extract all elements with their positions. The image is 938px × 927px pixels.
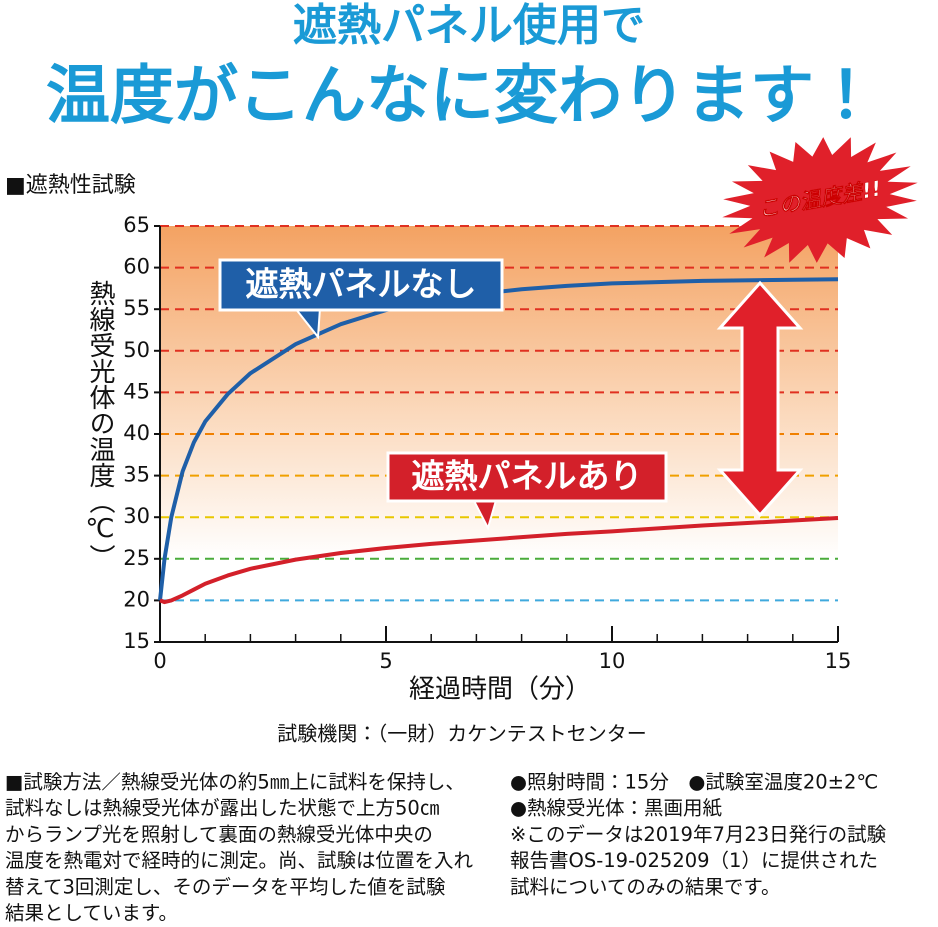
y-tick-label: 45 (123, 379, 150, 403)
x-tick-label: 10 (599, 649, 626, 673)
y-axis-title: 熱線受光体の温度（℃） (85, 280, 115, 570)
note-line: 報告書OS-19-025209（1）に提供された (510, 849, 878, 872)
callout-box (218, 258, 504, 312)
y-tick-label: 25 (123, 546, 150, 570)
title: 遮熱パネル使用で (293, 0, 645, 51)
grid: 15 20 25 30 35 40 45 50 55 60 65 0 5 10 15 (123, 213, 851, 673)
y-tick-label: 40 (123, 421, 150, 445)
y-tick-label: 20 (123, 587, 150, 611)
series-label: 遮熱パネルなし (246, 265, 477, 304)
y-tick-label: 55 (123, 296, 150, 320)
source: 試験機関：（一財）カケンテストセンター (277, 722, 646, 746)
note-line: 替えて3回測定し、そのデータを平均した値を試験 (5, 875, 446, 898)
x-axis-title: 経過時間（分） (409, 675, 591, 705)
burst-shape (722, 137, 918, 263)
x-tick-label: 5 (379, 649, 392, 673)
series-line (159, 516, 839, 605)
annotation-burst (722, 137, 918, 263)
note-line: 温度を熱電対で経時的に測定。尚、試験は位置を入れ (5, 849, 473, 872)
y-tick-label: 60 (123, 255, 150, 279)
note-line: ※このデータは2019年7月23日発行の試験 (510, 823, 887, 846)
y-tick-label: 35 (123, 463, 150, 487)
note-line: ●熱線受光体：黒画用紙 (510, 797, 723, 820)
y-tick-label: 15 (123, 629, 150, 653)
note-line: 試料なしは熱線受光体が露出した状態で上方50㎝ (5, 797, 439, 820)
x-tick-label: 0 (153, 649, 166, 673)
note-line: 試料についてのみの結果です。 (510, 875, 780, 898)
series-label: 遮熱パネルあり (412, 457, 643, 496)
callout-box (386, 451, 668, 503)
x-tick-label: 15 (825, 649, 852, 673)
y-tick-label: 65 (123, 213, 150, 237)
y-tick-label: 30 (123, 504, 150, 528)
note-line: 結果としています。 (5, 902, 178, 925)
chart-title: ■遮熱性試験 (5, 173, 136, 198)
note-line: ■試験方法／熱線受光体の約5㎜上に試料を保持し、 (5, 771, 465, 794)
note-line: ●照射時間：15分 ●試験室温度20±2℃ (510, 771, 878, 794)
subtitle: 温度がこんなに変わります！ (46, 60, 878, 134)
difference-arrow (716, 280, 804, 518)
note-line: からランプ光を照射して裏面の熱線受光体中央の (5, 823, 433, 846)
notes: ■試験方法／熱線受光体の約5㎜上に試料を保持し、試料なしは熱線受光体が露出した状… (5, 771, 887, 925)
y-tick-label: 50 (123, 338, 150, 362)
